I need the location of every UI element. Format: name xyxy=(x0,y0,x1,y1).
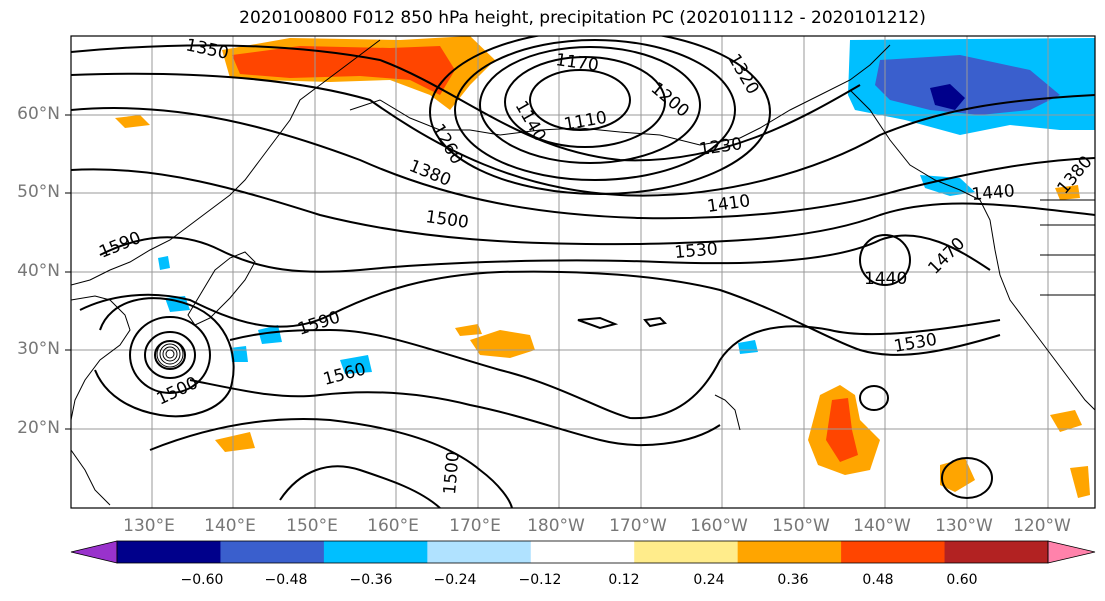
contour-label: 1440 xyxy=(971,181,1016,205)
precip-positive-dateline xyxy=(470,330,535,358)
colorbar-tick-label: 0.36 xyxy=(777,572,809,588)
lat-label: 20°N xyxy=(17,418,60,438)
contour-label: 1500 xyxy=(440,451,464,496)
colorbar-extend-high xyxy=(1047,540,1096,564)
precip-shading xyxy=(115,36,1095,498)
colorbar-tick-label: −0.48 xyxy=(264,572,308,588)
lat-label: 30°N xyxy=(17,339,60,359)
colorbar-tick-label: −0.24 xyxy=(433,572,477,588)
lon-label: 160°E xyxy=(367,516,419,536)
colorbar-segment xyxy=(530,541,635,563)
colorbar-tick-label: 0.60 xyxy=(946,572,978,588)
colorbar-tick-label: −0.12 xyxy=(518,572,562,588)
precip-negative-canada-core xyxy=(930,84,965,110)
colorbar-tick-label: 0.24 xyxy=(693,572,725,588)
lon-label: 160°W xyxy=(690,516,748,536)
precip-strong-east-pacific xyxy=(826,398,858,462)
colorbar-extend-low xyxy=(70,540,118,564)
colorbar-segment xyxy=(841,541,946,563)
precip-positive-sw xyxy=(215,432,255,452)
lon-label: 130°E xyxy=(123,516,175,536)
lat-label: 60°N xyxy=(17,104,60,124)
colorbar-tick-label: 0.12 xyxy=(608,572,640,588)
typhoon-contours xyxy=(156,340,184,368)
precip-negative-small-6 xyxy=(158,256,170,270)
colorbar-segment xyxy=(117,541,221,563)
colorbar-tick-label: −0.60 xyxy=(180,572,224,588)
precip-negative-small-1 xyxy=(258,325,282,344)
lon-label: 150°W xyxy=(772,516,830,536)
colorbar-segment xyxy=(220,541,325,563)
precip-positive-ne xyxy=(1050,410,1082,432)
contour-label: 1440 xyxy=(864,269,907,289)
colorbar-frame xyxy=(116,540,1049,564)
lat-label: 50°N xyxy=(17,182,60,202)
precip-positive-mid xyxy=(455,324,482,336)
map-title: 2020100800 F012 850 hPa height, precipit… xyxy=(239,8,926,28)
colorbar-tick-label: 0.48 xyxy=(862,572,894,588)
colorbar-segment xyxy=(737,541,842,563)
precip-strong-aleutians xyxy=(232,46,455,95)
precip-positive-south xyxy=(1070,466,1090,498)
lon-label: 170°W xyxy=(609,516,667,536)
lon-label: 140°E xyxy=(204,516,256,536)
colorbar-segment xyxy=(944,541,1049,563)
precip-positive-gulf xyxy=(115,115,150,128)
precip-positive-se xyxy=(940,458,975,492)
colorbar-segment xyxy=(427,541,532,563)
lon-label: 170°E xyxy=(449,516,501,536)
axis-ticks xyxy=(65,114,71,430)
colorbar-tick-label: −0.36 xyxy=(349,572,393,588)
lon-label: 130°W xyxy=(935,516,993,536)
precip-negative-small-2 xyxy=(340,355,372,374)
colorbar-segment xyxy=(634,541,739,563)
colorbar-segment xyxy=(323,541,428,563)
lat-label: 40°N xyxy=(17,261,60,281)
height-contours xyxy=(71,36,1095,508)
lon-label: 120°W xyxy=(1013,516,1071,536)
lon-label: 180°W xyxy=(527,516,585,536)
lon-label: 140°W xyxy=(853,516,911,536)
colorbar xyxy=(70,540,1096,564)
coastlines xyxy=(71,39,1095,506)
map-plot-area xyxy=(71,36,1095,508)
contour-label: 1530 xyxy=(674,239,719,263)
lon-label: 150°E xyxy=(286,516,338,536)
